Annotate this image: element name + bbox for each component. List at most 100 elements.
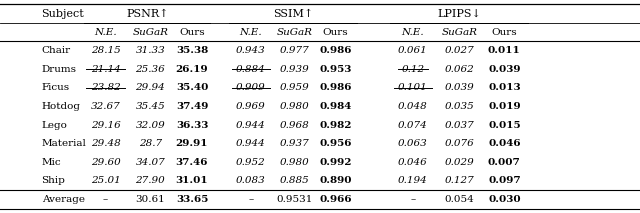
Text: 35.38: 35.38 bbox=[176, 46, 208, 55]
Text: 29.60: 29.60 bbox=[91, 158, 120, 167]
Text: Subject: Subject bbox=[42, 9, 84, 19]
Text: N.E.: N.E. bbox=[401, 28, 424, 37]
Text: 0.007: 0.007 bbox=[488, 158, 521, 167]
Text: 23.82: 23.82 bbox=[91, 83, 120, 92]
Text: Ship: Ship bbox=[42, 176, 65, 185]
Text: 0.969: 0.969 bbox=[236, 102, 266, 111]
Text: Ours: Ours bbox=[492, 28, 517, 37]
Text: LPIPS↓: LPIPS↓ bbox=[437, 9, 481, 19]
Text: 0.9531: 0.9531 bbox=[276, 195, 312, 204]
Text: 33.65: 33.65 bbox=[176, 195, 208, 204]
Text: SuGaR: SuGaR bbox=[442, 28, 477, 37]
Text: 0.127: 0.127 bbox=[445, 176, 474, 185]
Text: N.E.: N.E. bbox=[239, 28, 262, 37]
Text: 0.885: 0.885 bbox=[280, 176, 309, 185]
Text: 32.67: 32.67 bbox=[91, 102, 120, 111]
Text: Hotdog: Hotdog bbox=[42, 102, 81, 111]
Text: 0.101: 0.101 bbox=[398, 83, 428, 92]
Text: 0.992: 0.992 bbox=[319, 158, 351, 167]
Text: 0.980: 0.980 bbox=[280, 158, 309, 167]
Text: 0.076: 0.076 bbox=[445, 139, 474, 148]
Text: 0.944: 0.944 bbox=[236, 139, 266, 148]
Text: 25.01: 25.01 bbox=[91, 176, 120, 185]
Text: SuGaR: SuGaR bbox=[132, 28, 168, 37]
Text: 29.48: 29.48 bbox=[91, 139, 120, 148]
Text: 0.986: 0.986 bbox=[319, 83, 351, 92]
Text: 0.013: 0.013 bbox=[488, 83, 520, 92]
Text: Lego: Lego bbox=[42, 121, 67, 130]
Text: 28.15: 28.15 bbox=[91, 46, 120, 55]
Text: 30.61: 30.61 bbox=[136, 195, 165, 204]
Text: 0.061: 0.061 bbox=[398, 46, 428, 55]
Text: 34.07: 34.07 bbox=[136, 158, 165, 167]
Text: Average: Average bbox=[42, 195, 84, 204]
Text: 0.980: 0.980 bbox=[280, 102, 309, 111]
Text: 0.968: 0.968 bbox=[280, 121, 309, 130]
Text: 35.40: 35.40 bbox=[176, 83, 208, 92]
Text: 0.029: 0.029 bbox=[445, 158, 474, 167]
Text: –: – bbox=[103, 195, 108, 204]
Text: 0.966: 0.966 bbox=[319, 195, 351, 204]
Text: 0.890: 0.890 bbox=[319, 176, 351, 185]
Text: 37.46: 37.46 bbox=[176, 158, 208, 167]
Text: 0.884: 0.884 bbox=[236, 65, 266, 74]
Text: Mic: Mic bbox=[42, 158, 61, 167]
Text: –: – bbox=[248, 195, 253, 204]
Text: 32.09: 32.09 bbox=[136, 121, 165, 130]
Text: Ours: Ours bbox=[179, 28, 205, 37]
Text: 28.7: 28.7 bbox=[139, 139, 162, 148]
Text: 35.45: 35.45 bbox=[136, 102, 165, 111]
Text: 0.944: 0.944 bbox=[236, 121, 266, 130]
Text: 0.984: 0.984 bbox=[319, 102, 351, 111]
Text: 0.194: 0.194 bbox=[398, 176, 428, 185]
Text: 0.083: 0.083 bbox=[236, 176, 266, 185]
Text: Chair: Chair bbox=[42, 46, 71, 55]
Text: 0.046: 0.046 bbox=[398, 158, 428, 167]
Text: –: – bbox=[410, 195, 415, 204]
Text: Drums: Drums bbox=[42, 65, 77, 74]
Text: 0.063: 0.063 bbox=[398, 139, 428, 148]
Text: 0.943: 0.943 bbox=[236, 46, 266, 55]
Text: 36.33: 36.33 bbox=[176, 121, 208, 130]
Text: 29.16: 29.16 bbox=[91, 121, 120, 130]
Text: 0.939: 0.939 bbox=[280, 65, 309, 74]
Text: 0.074: 0.074 bbox=[398, 121, 428, 130]
Text: Ours: Ours bbox=[323, 28, 348, 37]
Text: N.E.: N.E. bbox=[94, 28, 117, 37]
Text: 0.12: 0.12 bbox=[401, 65, 424, 74]
Text: Ficus: Ficus bbox=[42, 83, 70, 92]
Text: 27.90: 27.90 bbox=[136, 176, 165, 185]
Text: 0.952: 0.952 bbox=[236, 158, 266, 167]
Text: PSNR↑: PSNR↑ bbox=[126, 9, 168, 19]
Text: 0.097: 0.097 bbox=[488, 176, 520, 185]
Text: 0.015: 0.015 bbox=[488, 121, 520, 130]
Text: 0.039: 0.039 bbox=[445, 83, 474, 92]
Text: 31.01: 31.01 bbox=[176, 176, 208, 185]
Text: 26.19: 26.19 bbox=[176, 65, 208, 74]
Text: SSIM↑: SSIM↑ bbox=[273, 9, 313, 19]
Text: 0.048: 0.048 bbox=[398, 102, 428, 111]
Text: 0.039: 0.039 bbox=[488, 65, 520, 74]
Text: 0.977: 0.977 bbox=[280, 46, 309, 55]
Text: 0.937: 0.937 bbox=[280, 139, 309, 148]
Text: 25.36: 25.36 bbox=[136, 65, 165, 74]
Text: 0.062: 0.062 bbox=[445, 65, 474, 74]
Text: 29.91: 29.91 bbox=[176, 139, 208, 148]
Text: 0.037: 0.037 bbox=[445, 121, 474, 130]
Text: 0.959: 0.959 bbox=[280, 83, 309, 92]
Text: 0.953: 0.953 bbox=[319, 65, 351, 74]
Text: 0.982: 0.982 bbox=[319, 121, 351, 130]
Text: 0.027: 0.027 bbox=[445, 46, 474, 55]
Text: 29.94: 29.94 bbox=[136, 83, 165, 92]
Text: 0.019: 0.019 bbox=[488, 102, 520, 111]
Text: 21.14: 21.14 bbox=[91, 65, 120, 74]
Text: 0.046: 0.046 bbox=[488, 139, 520, 148]
Text: 37.49: 37.49 bbox=[176, 102, 208, 111]
Text: 0.035: 0.035 bbox=[445, 102, 474, 111]
Text: Material: Material bbox=[42, 139, 86, 148]
Text: 0.909: 0.909 bbox=[236, 83, 266, 92]
Text: 0.030: 0.030 bbox=[488, 195, 520, 204]
Text: 0.011: 0.011 bbox=[488, 46, 521, 55]
Text: 31.33: 31.33 bbox=[136, 46, 165, 55]
Text: 0.956: 0.956 bbox=[319, 139, 351, 148]
